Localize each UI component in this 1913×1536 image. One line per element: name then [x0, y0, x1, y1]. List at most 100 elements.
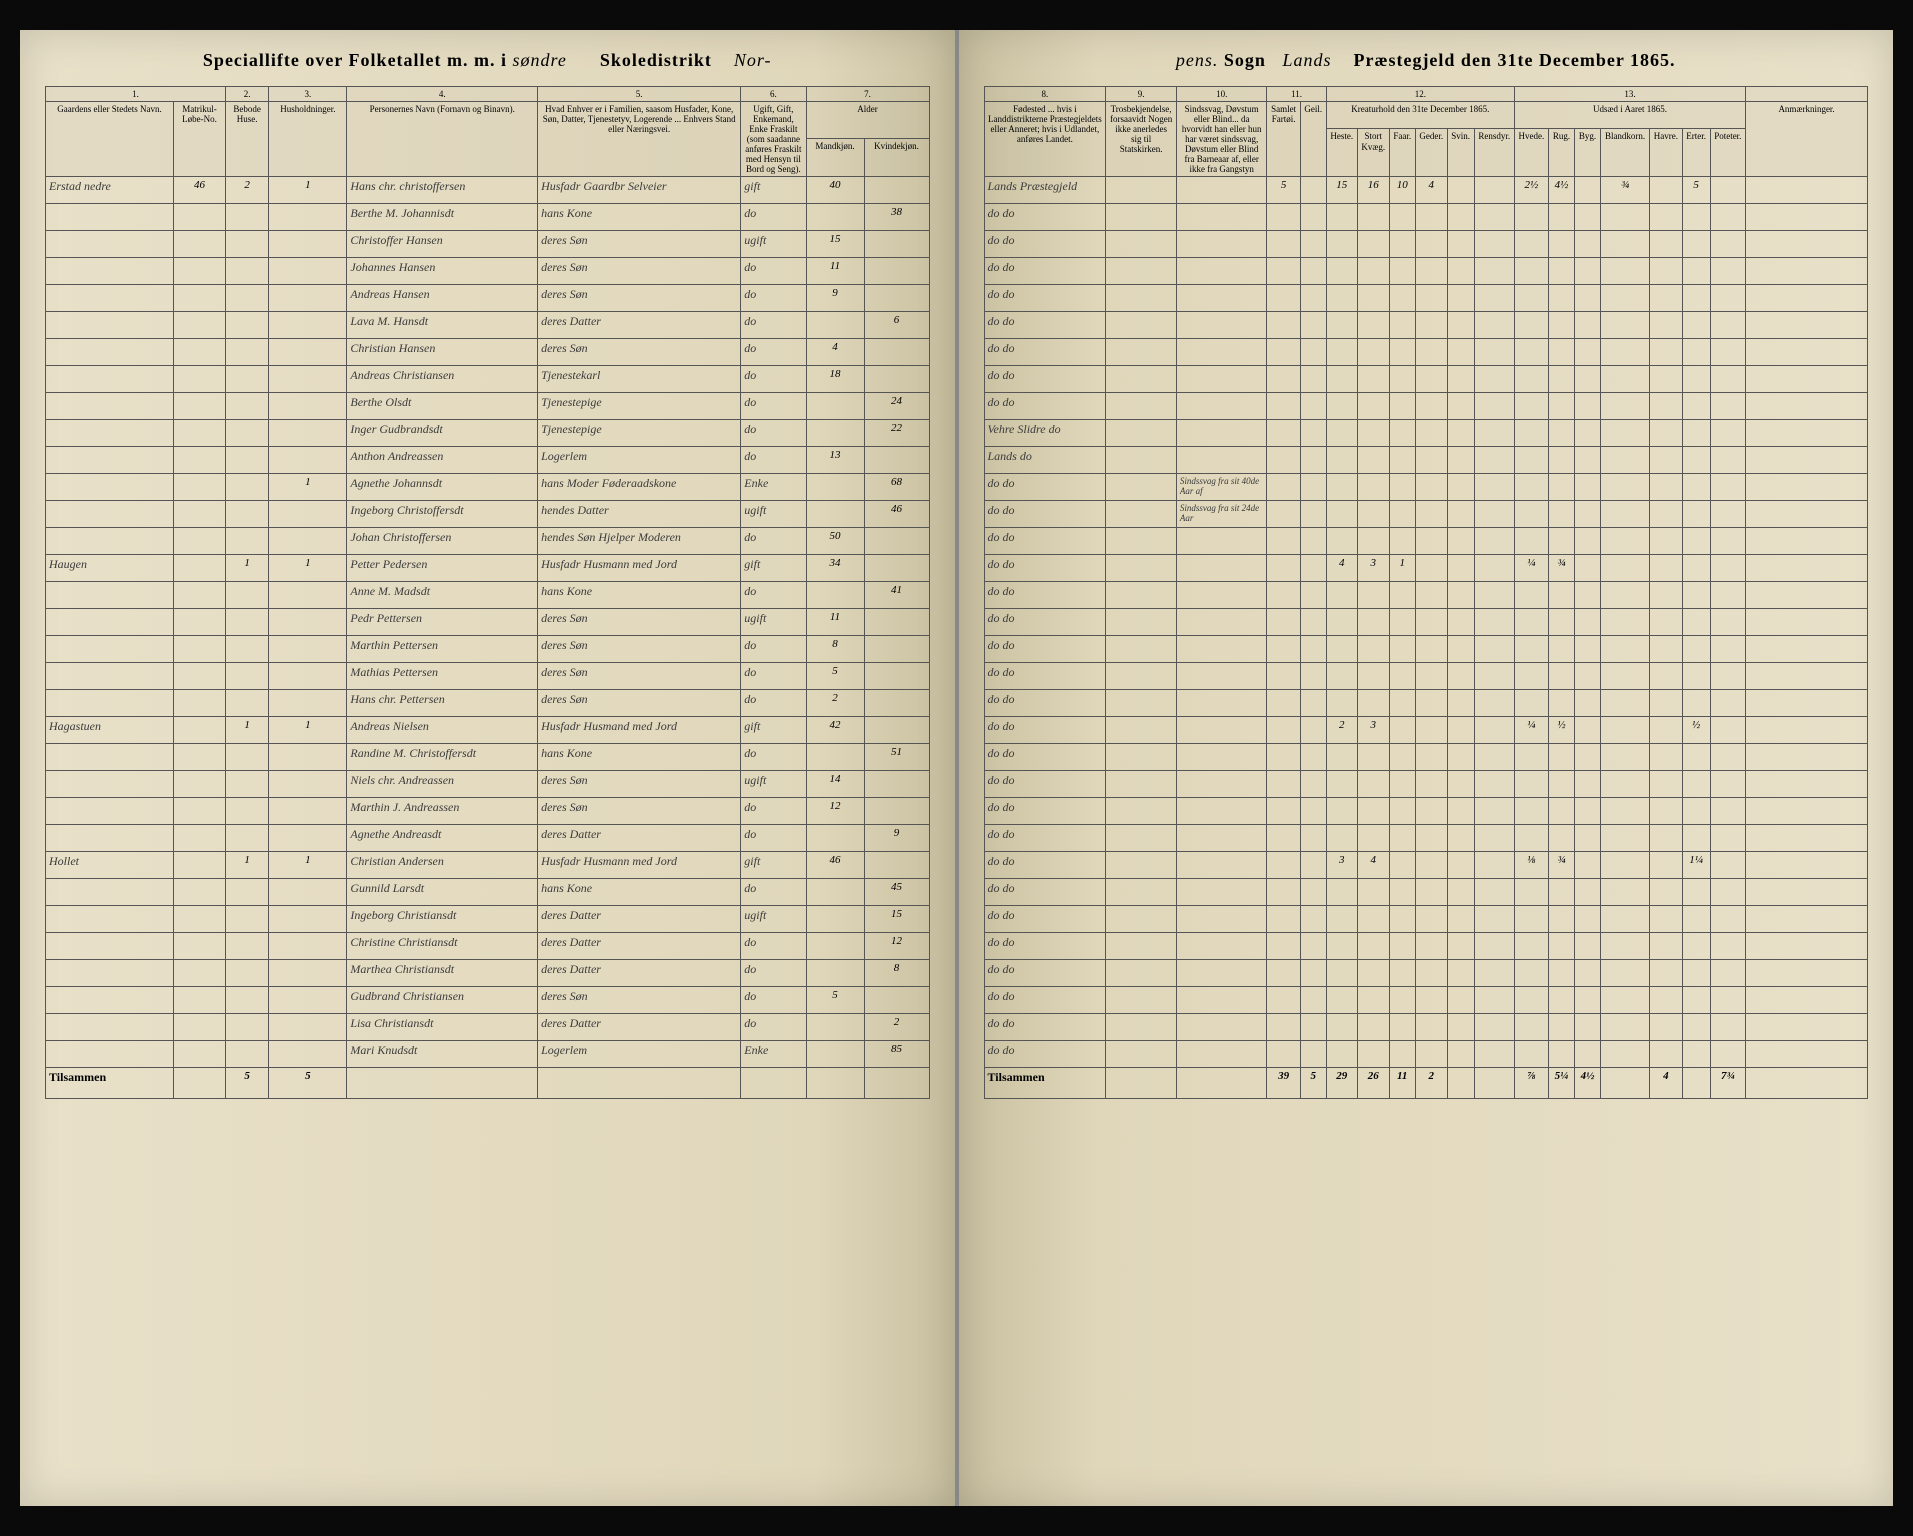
cell-mno: [173, 501, 225, 528]
cell-c11: [1267, 1014, 1300, 1041]
cell-anm: [1746, 339, 1868, 366]
cell-c13-3b: [1600, 852, 1649, 879]
h-11b: Geil.: [1300, 102, 1326, 177]
cell-c13-6b: [1710, 285, 1746, 312]
sum-11: 39: [1267, 1068, 1300, 1099]
h-12-title: Kreaturhold den 31te December 1865.: [1326, 102, 1514, 129]
cell-c13-0b: [1514, 393, 1548, 420]
cell-role: deres Søn: [538, 690, 741, 717]
cell-c13-0b: [1514, 501, 1548, 528]
cell-c11b: [1300, 960, 1326, 987]
cell-c13-5b: [1682, 312, 1710, 339]
cell-c12-4: [1447, 258, 1474, 285]
cell-c11: [1267, 798, 1300, 825]
cell-c13-0b: [1514, 231, 1548, 258]
cell-c13-5b: [1682, 501, 1710, 528]
cell-hus: 1: [226, 852, 269, 879]
cell-c12-3: [1415, 636, 1447, 663]
cell-hus: [226, 447, 269, 474]
cell-c13-2b: [1574, 1041, 1600, 1068]
cell-c12-4: [1447, 1014, 1474, 1041]
cell-k: [864, 609, 929, 636]
cell-note: [1176, 447, 1267, 474]
cell-fsted: do do: [984, 825, 1106, 852]
cell-c11b: [1300, 906, 1326, 933]
cell-c12-2: [1389, 1041, 1415, 1068]
cell-c13-1b: [1548, 1014, 1574, 1041]
cell-anm: [1746, 258, 1868, 285]
cell-gaard: [46, 825, 174, 852]
cell-hus: [226, 1041, 269, 1068]
cell-c13-4b: [1650, 879, 1683, 906]
cell-note: [1176, 771, 1267, 798]
cell-k: [864, 285, 929, 312]
cell-name: Marthea Christiansdt: [347, 960, 538, 987]
cell-c11b: [1300, 798, 1326, 825]
cell-c12-5: [1474, 177, 1514, 204]
cell-status: gift: [741, 852, 806, 879]
cell-c12-4: [1447, 339, 1474, 366]
cell-c13-5b: [1682, 987, 1710, 1014]
cell-hus: [226, 258, 269, 285]
cell-k: 8: [864, 960, 929, 987]
cell-c12-2: [1389, 690, 1415, 717]
cell-name: Gudbrand Christiansen: [347, 987, 538, 1014]
cell-c13-0b: [1514, 582, 1548, 609]
cell-c12-0: [1326, 987, 1357, 1014]
cell-c12-2: [1389, 285, 1415, 312]
cell-c12-1: [1357, 231, 1389, 258]
cell-mno: [173, 555, 225, 582]
cell-c11: [1267, 717, 1300, 744]
cell-c13-6b: [1710, 555, 1746, 582]
cell-name: Agnethe Johannsdt: [347, 474, 538, 501]
cell-c13-1b: [1548, 474, 1574, 501]
cell-c13-0b: [1514, 690, 1548, 717]
cell-hus: [226, 285, 269, 312]
cell-c12-2: [1389, 879, 1415, 906]
col-6: 6.: [741, 87, 806, 102]
cell-mno: [173, 825, 225, 852]
cell-m: 40: [806, 177, 864, 204]
h-status: Ugift, Gift, Enkemand, Enke Fraskilt (so…: [741, 102, 806, 177]
cell-c13-4b: [1650, 744, 1683, 771]
table-row: Pedr Pettersenderes Sønugift11: [46, 609, 930, 636]
cell-m: [806, 204, 864, 231]
cell-fsted: do do: [984, 501, 1106, 528]
cell-hh: [269, 204, 347, 231]
cell-c13-1b: [1548, 609, 1574, 636]
cell-hh: [269, 285, 347, 312]
cell-gaard: [46, 690, 174, 717]
cell-k: 85: [864, 1041, 929, 1068]
cell-mno: [173, 1014, 225, 1041]
cell-c13-3b: [1600, 609, 1649, 636]
sum-row-left: Tilsammen 5 5: [46, 1068, 930, 1099]
cell-anm: [1746, 879, 1868, 906]
cell-role: Logerlem: [538, 447, 741, 474]
cell-c12-3: [1415, 663, 1447, 690]
cell-c11b: [1300, 825, 1326, 852]
cell-m: 5: [806, 987, 864, 1014]
cell-c12-0: [1326, 366, 1357, 393]
cell-c12-4: [1447, 798, 1474, 825]
cell-hh: 1: [269, 852, 347, 879]
cell-tro: [1106, 258, 1177, 285]
cell-fsted: do do: [984, 798, 1106, 825]
cell-c11b: [1300, 717, 1326, 744]
cell-c13-2b: [1574, 231, 1600, 258]
cell-c13-3b: ¾: [1600, 177, 1649, 204]
cell-c13-1b: [1548, 636, 1574, 663]
cell-tro: [1106, 663, 1177, 690]
cell-note: [1176, 285, 1267, 312]
cell-status: ugift: [741, 906, 806, 933]
cell-role: deres Datter: [538, 1014, 741, 1041]
cell-hh: [269, 312, 347, 339]
cell-hus: [226, 906, 269, 933]
cell-c13-2b: [1574, 582, 1600, 609]
cell-note: [1176, 609, 1267, 636]
cell-c13-6b: [1710, 933, 1746, 960]
col-8: 8.: [984, 87, 1106, 102]
cell-c12-5: [1474, 717, 1514, 744]
cell-c13-0b: [1514, 528, 1548, 555]
cell-status: do: [741, 744, 806, 771]
cell-m: 4: [806, 339, 864, 366]
